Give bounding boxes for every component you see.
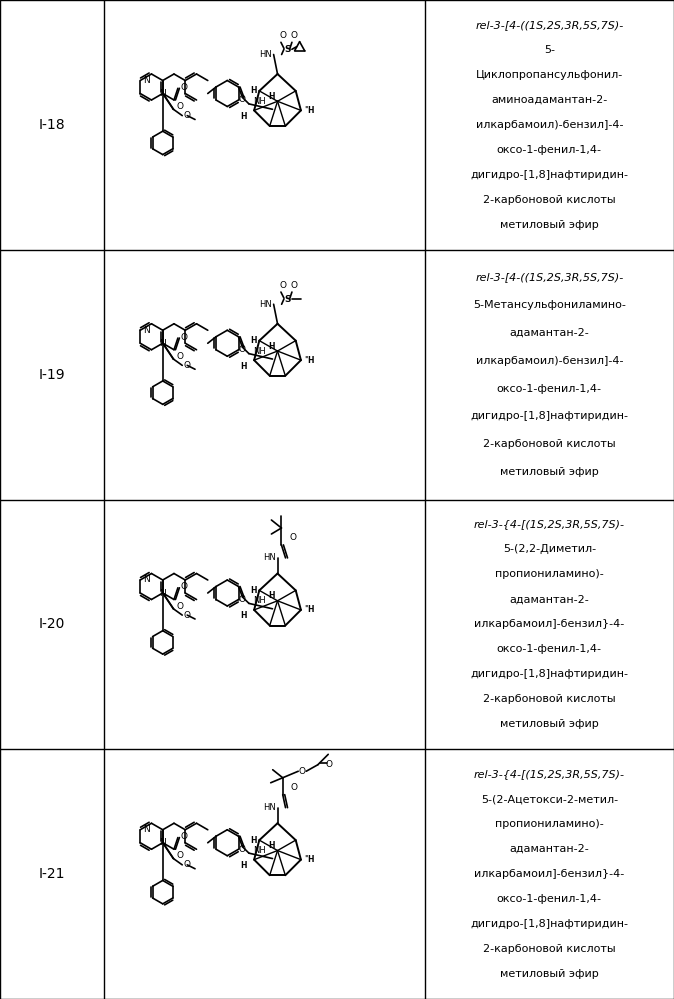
- Text: пропиониламино)-: пропиониламино)-: [495, 819, 604, 829]
- Text: N: N: [143, 575, 150, 584]
- Text: O: O: [183, 860, 190, 869]
- Text: Циклопропансульфонил-: Циклопропансульфонил-: [476, 70, 623, 80]
- Text: O: O: [183, 361, 190, 370]
- Text: оксо-1-фенил-1,4-: оксо-1-фенил-1,4-: [497, 145, 602, 155]
- Text: 5-Метансульфониламино-: 5-Метансульфониламино-: [473, 301, 625, 311]
- Text: метиловый эфир: метиловый эфир: [500, 969, 599, 979]
- Text: H: H: [250, 585, 256, 594]
- Text: I-19: I-19: [39, 368, 65, 382]
- Text: N: N: [159, 339, 166, 348]
- Text: аминоадамантан-2-: аминоадамантан-2-: [491, 95, 607, 105]
- Text: "H: "H: [304, 855, 314, 864]
- Text: HN: HN: [259, 300, 272, 309]
- Text: rel-3-[4-((1S,2S,3R,5S,7S)-: rel-3-[4-((1S,2S,3R,5S,7S)-: [475, 20, 623, 30]
- Text: дигидро-[1,8]нафтиридин-: дигидро-[1,8]нафтиридин-: [470, 919, 628, 929]
- Text: метиловый эфир: метиловый эфир: [500, 467, 599, 477]
- Text: rel-3-[4-((1S,2S,3R,5S,7S)-: rel-3-[4-((1S,2S,3R,5S,7S)-: [475, 273, 623, 283]
- Text: rel-3-{4-[(1S,2S,3R,5S,7S)-: rel-3-{4-[(1S,2S,3R,5S,7S)-: [474, 519, 625, 529]
- Text: "H: "H: [304, 605, 314, 614]
- Text: O: O: [291, 281, 298, 290]
- Text: 5-(2,2-Диметил-: 5-(2,2-Диметил-: [503, 544, 596, 554]
- Text: O: O: [176, 851, 183, 860]
- Text: O: O: [176, 601, 183, 610]
- Text: rel-3-{4-[(1S,2S,3R,5S,7S)-: rel-3-{4-[(1S,2S,3R,5S,7S)-: [474, 769, 625, 779]
- Text: метиловый эфир: метиловый эфир: [500, 719, 599, 729]
- Text: N: N: [143, 76, 150, 85]
- Text: O: O: [280, 281, 286, 290]
- Text: адамантан-2-: адамантан-2-: [510, 594, 589, 604]
- Text: O: O: [239, 95, 246, 105]
- Text: метиловый эфир: метиловый эфир: [500, 220, 599, 230]
- Text: O: O: [280, 31, 286, 40]
- Text: H: H: [268, 841, 274, 850]
- Text: S: S: [284, 45, 291, 54]
- Text: O: O: [181, 832, 188, 841]
- Text: NH: NH: [253, 347, 266, 356]
- Text: H: H: [241, 362, 247, 371]
- Text: 2-карбоновой кислоты: 2-карбоновой кислоты: [483, 195, 615, 205]
- Text: H: H: [241, 861, 247, 870]
- Text: илкарбамоил)-бензил]-4-: илкарбамоил)-бензил]-4-: [476, 120, 623, 130]
- Text: илкарбамоил]-бензил}-4-: илкарбамоил]-бензил}-4-: [474, 619, 624, 629]
- Text: O: O: [176, 102, 183, 111]
- Text: H: H: [241, 112, 247, 121]
- Text: I-18: I-18: [39, 118, 65, 132]
- Text: оксо-1-фенил-1,4-: оксо-1-фенил-1,4-: [497, 644, 602, 654]
- Text: 2-карбоновой кислоты: 2-карбоновой кислоты: [483, 944, 615, 954]
- Text: O: O: [289, 532, 297, 541]
- Text: O: O: [181, 83, 188, 92]
- Text: HN: HN: [263, 553, 276, 562]
- Text: 2-карбоновой кислоты: 2-карбоновой кислоты: [483, 694, 615, 704]
- Text: H: H: [241, 611, 247, 620]
- Text: оксо-1-фенил-1,4-: оксо-1-фенил-1,4-: [497, 894, 602, 904]
- Text: 2-карбоновой кислоты: 2-карбоновой кислоты: [483, 439, 615, 449]
- Text: I-20: I-20: [39, 617, 65, 631]
- Text: H: H: [250, 86, 256, 95]
- Text: O: O: [239, 844, 246, 854]
- Text: S: S: [284, 295, 291, 304]
- Text: H: H: [250, 835, 256, 844]
- Text: O: O: [181, 333, 188, 342]
- Text: O: O: [290, 782, 298, 791]
- Text: I-21: I-21: [39, 867, 65, 881]
- Text: HN: HN: [263, 803, 276, 812]
- Text: O: O: [181, 582, 188, 591]
- Text: H: H: [268, 342, 274, 351]
- Text: N: N: [159, 588, 166, 597]
- Text: адамантан-2-: адамантан-2-: [510, 328, 589, 338]
- Text: O: O: [183, 610, 190, 619]
- Text: 5-: 5-: [544, 45, 555, 55]
- Text: адамантан-2-: адамантан-2-: [510, 844, 589, 854]
- Text: O: O: [183, 111, 190, 120]
- Text: NH: NH: [253, 846, 266, 855]
- Text: O: O: [291, 31, 298, 40]
- Text: N: N: [143, 326, 150, 335]
- Text: пропиониламино)-: пропиониламино)-: [495, 569, 604, 579]
- Text: илкарбамоил]-бензил}-4-: илкарбамоил]-бензил}-4-: [474, 869, 624, 879]
- Text: N: N: [159, 89, 166, 98]
- Text: илкарбамоил)-бензил]-4-: илкарбамоил)-бензил]-4-: [476, 356, 623, 366]
- Text: 5-(2-Ацетокси-2-метил-: 5-(2-Ацетокси-2-метил-: [481, 794, 618, 804]
- Text: H: H: [268, 591, 274, 600]
- Text: O: O: [239, 594, 246, 604]
- Text: "H: "H: [304, 106, 314, 115]
- Text: O: O: [239, 345, 246, 355]
- Text: O: O: [326, 760, 333, 769]
- Text: H: H: [250, 336, 256, 345]
- Text: "H: "H: [304, 356, 314, 365]
- Text: O: O: [176, 352, 183, 361]
- Text: O: O: [299, 767, 306, 776]
- Text: N: N: [159, 838, 166, 847]
- Text: дигидро-[1,8]нафтиридин-: дигидро-[1,8]нафтиридин-: [470, 412, 628, 422]
- Text: дигидро-[1,8]нафтиридин-: дигидро-[1,8]нафтиридин-: [470, 669, 628, 679]
- Text: оксо-1-фенил-1,4-: оксо-1-фенил-1,4-: [497, 384, 602, 394]
- Text: N: N: [143, 825, 150, 834]
- Text: NH: NH: [253, 596, 266, 605]
- Text: HN: HN: [259, 50, 272, 59]
- Text: дигидро-[1,8]нафтиридин-: дигидро-[1,8]нафтиридин-: [470, 170, 628, 180]
- Text: NH: NH: [253, 97, 266, 106]
- Text: H: H: [268, 92, 274, 101]
